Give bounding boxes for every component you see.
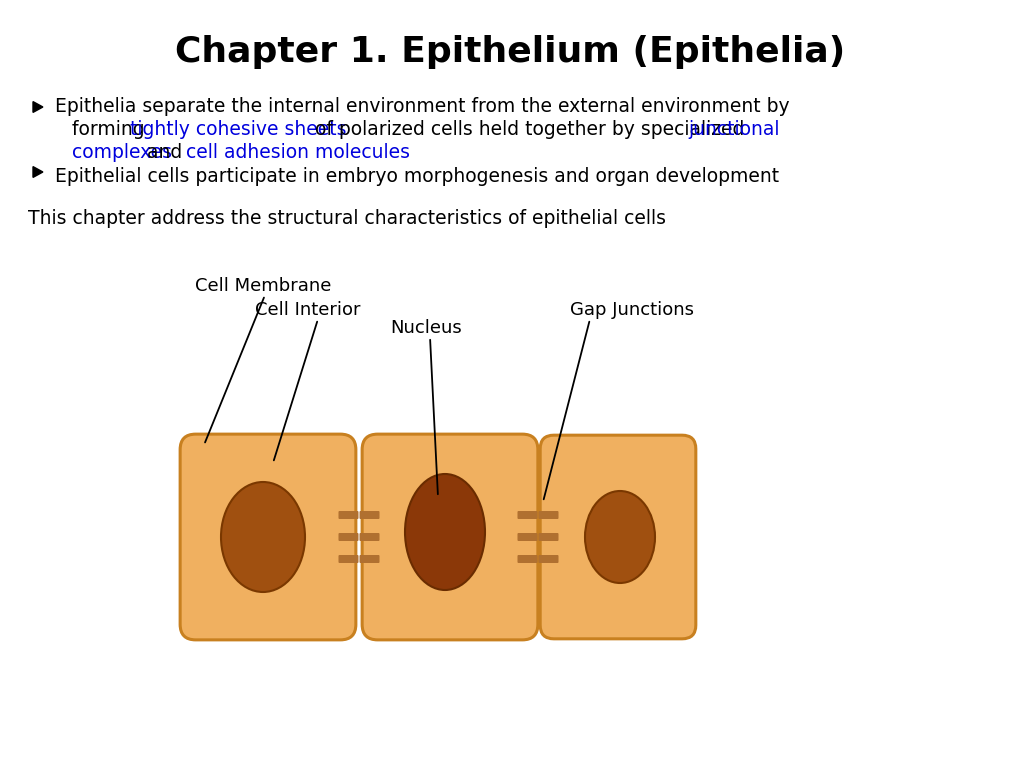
Text: Gap Junctions: Gap Junctions <box>570 301 693 319</box>
FancyBboxPatch shape <box>359 511 379 519</box>
FancyBboxPatch shape <box>338 555 358 563</box>
Text: Nucleus: Nucleus <box>389 319 462 337</box>
FancyBboxPatch shape <box>538 533 558 541</box>
FancyBboxPatch shape <box>362 434 537 640</box>
Text: junctional: junctional <box>688 120 779 139</box>
Text: Epithelial cells participate in embryo morphogenesis and organ development: Epithelial cells participate in embryo m… <box>55 167 779 186</box>
Text: Cell Membrane: Cell Membrane <box>195 277 331 295</box>
FancyBboxPatch shape <box>359 533 379 541</box>
Ellipse shape <box>221 482 305 592</box>
Ellipse shape <box>405 474 484 590</box>
Ellipse shape <box>585 491 654 583</box>
Text: of polarized cells held together by specialized: of polarized cells held together by spec… <box>309 120 750 139</box>
FancyBboxPatch shape <box>540 435 695 639</box>
FancyBboxPatch shape <box>338 511 358 519</box>
FancyBboxPatch shape <box>517 511 537 519</box>
FancyBboxPatch shape <box>538 511 558 519</box>
Text: Epithelia separate the internal environment from the external environment by: Epithelia separate the internal environm… <box>55 97 789 116</box>
FancyBboxPatch shape <box>517 555 537 563</box>
Text: cell adhesion molecules: cell adhesion molecules <box>185 143 410 162</box>
Text: This chapter address the structural characteristics of epithelial cells: This chapter address the structural char… <box>28 209 665 228</box>
FancyBboxPatch shape <box>180 434 356 640</box>
Text: forming: forming <box>72 120 151 139</box>
Text: Cell Interior: Cell Interior <box>255 301 360 319</box>
Polygon shape <box>33 167 43 177</box>
FancyBboxPatch shape <box>517 533 537 541</box>
Text: Chapter 1. Epithelium (Epithelia): Chapter 1. Epithelium (Epithelia) <box>174 35 845 69</box>
Text: tightly cohesive sheets: tightly cohesive sheets <box>129 120 346 139</box>
FancyBboxPatch shape <box>359 555 379 563</box>
FancyBboxPatch shape <box>338 533 358 541</box>
Text: and: and <box>141 143 194 162</box>
Polygon shape <box>33 102 43 112</box>
Text: complexes: complexes <box>72 143 172 162</box>
FancyBboxPatch shape <box>538 555 558 563</box>
